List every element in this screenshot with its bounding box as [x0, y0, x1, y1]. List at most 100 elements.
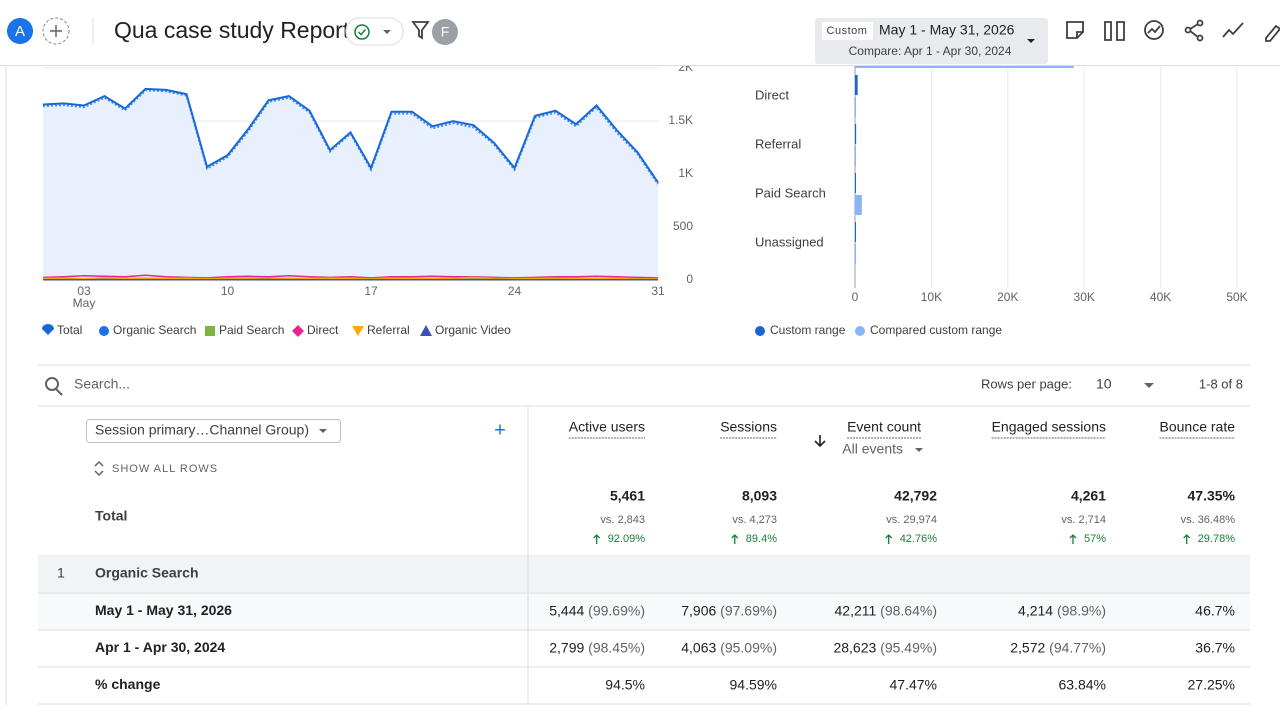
- x-tick-label: 20K: [997, 290, 1018, 304]
- bar: [855, 75, 858, 95]
- category-label: Unassigned: [755, 234, 824, 249]
- edit-icon[interactable]: [1265, 24, 1280, 42]
- x-sublabel: May: [73, 296, 96, 310]
- cell: 4,214 (98.9%): [1018, 602, 1106, 618]
- share-icon: [1196, 34, 1204, 42]
- header: A Qua case study Report F Custom May 1 -…: [0, 0, 1280, 66]
- column-header: Sessions: [720, 419, 777, 435]
- legend-label: Total: [57, 323, 82, 337]
- series-line: [42, 276, 659, 280]
- note-icon[interactable]: [1066, 21, 1084, 39]
- bar: [855, 124, 857, 144]
- column-header: Engaged sessions: [992, 419, 1106, 435]
- y-tick-label: 500: [673, 219, 693, 233]
- date-picker[interactable]: [815, 18, 1048, 64]
- legend-swatch: [755, 326, 765, 336]
- column-header: Event count: [847, 419, 921, 435]
- share-icon[interactable]: [1184, 26, 1192, 34]
- legend-swatch: [292, 325, 304, 337]
- bar: [855, 173, 856, 193]
- y-tick-label: 1K: [678, 166, 693, 180]
- total-change: 29.78%: [1198, 533, 1236, 545]
- x-tick-label: 40K: [1150, 290, 1171, 304]
- compare-icon[interactable]: [1104, 21, 1125, 41]
- cell: 5,444 (99.69%): [549, 602, 645, 618]
- compare-range: Compare: Apr 1 - Apr 30, 2024: [849, 44, 1012, 58]
- toolbar: [1066, 19, 1280, 42]
- row-label: % change: [95, 676, 161, 692]
- date-badge: Custom: [827, 25, 868, 37]
- filter-icon[interactable]: [411, 21, 430, 40]
- column-header: Active users: [569, 419, 645, 435]
- x-tick-label: 10: [221, 284, 235, 298]
- series-line: [42, 274, 659, 279]
- table-row: [38, 667, 1250, 704]
- cell: 42,211 (98.64%): [835, 602, 937, 618]
- expand-icon: [94, 460, 104, 477]
- total-change: 57%: [1084, 533, 1106, 545]
- insights-icon: [1147, 25, 1161, 34]
- cell-share: (98.45%): [584, 639, 645, 655]
- dimension-select[interactable]: [86, 419, 341, 443]
- cell-value: 7,906: [681, 602, 716, 618]
- rows-select[interactable]: 10: [1096, 376, 1112, 392]
- sort-icon[interactable]: [814, 435, 826, 448]
- column-header: Bounce rate: [1160, 419, 1236, 435]
- legend-swatch: [855, 326, 865, 336]
- bar: [855, 222, 856, 242]
- total-value: 42,792: [894, 488, 937, 504]
- total-value: 5,461: [610, 488, 645, 504]
- row-label: Apr 1 - Apr 30, 2024: [95, 639, 225, 655]
- y-tick-label: 0: [686, 272, 693, 286]
- insights-icon[interactable]: [1144, 20, 1164, 40]
- cell: 94.5%: [605, 676, 645, 692]
- avatar-letter: A: [15, 23, 25, 40]
- cell-value: 94.59%: [730, 676, 777, 692]
- add-user[interactable]: [42, 17, 70, 45]
- search-input[interactable]: Search...: [74, 376, 130, 392]
- total-value: 4,261: [1071, 488, 1106, 504]
- user-avatar[interactable]: [432, 19, 458, 45]
- rows-label: Rows per page:: [981, 376, 1072, 391]
- cell-value: 27.25%: [1188, 676, 1235, 692]
- x-tick-label: 31: [651, 284, 665, 298]
- cell: 36.7%: [1195, 639, 1235, 655]
- legend-label: Compared custom range: [870, 323, 1002, 337]
- up-arrow: [1069, 534, 1077, 544]
- caret: [383, 30, 391, 34]
- cell-value: 42,211: [835, 602, 877, 618]
- event-filter[interactable]: All events: [842, 441, 903, 457]
- add-dimension[interactable]: +: [494, 419, 506, 441]
- trend-icon[interactable]: [1222, 22, 1244, 38]
- legend-swatch: [99, 326, 109, 336]
- legend-swatch: [42, 324, 54, 335]
- cell-value: 2,799: [549, 639, 584, 655]
- legend-swatch: [205, 326, 215, 336]
- row-label: May 1 - May 31, 2026: [95, 602, 232, 618]
- category-label: Direct: [755, 87, 789, 102]
- pagination: 1-8 of 8: [1199, 376, 1243, 391]
- total-vs: vs. 4,273: [732, 514, 777, 526]
- x-tick-label: 0: [852, 290, 859, 304]
- total-vs: vs. 2,714: [1061, 514, 1106, 526]
- share-icon: [1189, 23, 1199, 38]
- total-label: Total: [95, 508, 127, 524]
- search-icon[interactable]: [45, 377, 59, 391]
- table-row: [38, 593, 1250, 630]
- caret: [1027, 39, 1035, 43]
- caret: [915, 448, 923, 452]
- cell: 94.59%: [730, 676, 777, 692]
- total-value: 47.35%: [1188, 488, 1236, 504]
- legend-swatch: [352, 326, 364, 336]
- x-tick-label: 03: [77, 284, 91, 298]
- cell: 27.25%: [1188, 676, 1235, 692]
- legend-swatch: [420, 325, 432, 336]
- table: Search... Rows per page: 10 1-8 of 8 Ses…: [38, 364, 1250, 705]
- avatar[interactable]: [7, 18, 33, 44]
- cell-value: 2,572: [1010, 639, 1045, 655]
- series-line: [42, 89, 659, 185]
- show-all-rows[interactable]: SHOW ALL ROWS: [112, 463, 218, 475]
- cell-value: 47.47%: [890, 676, 937, 692]
- legend-label: Organic Video: [435, 323, 511, 337]
